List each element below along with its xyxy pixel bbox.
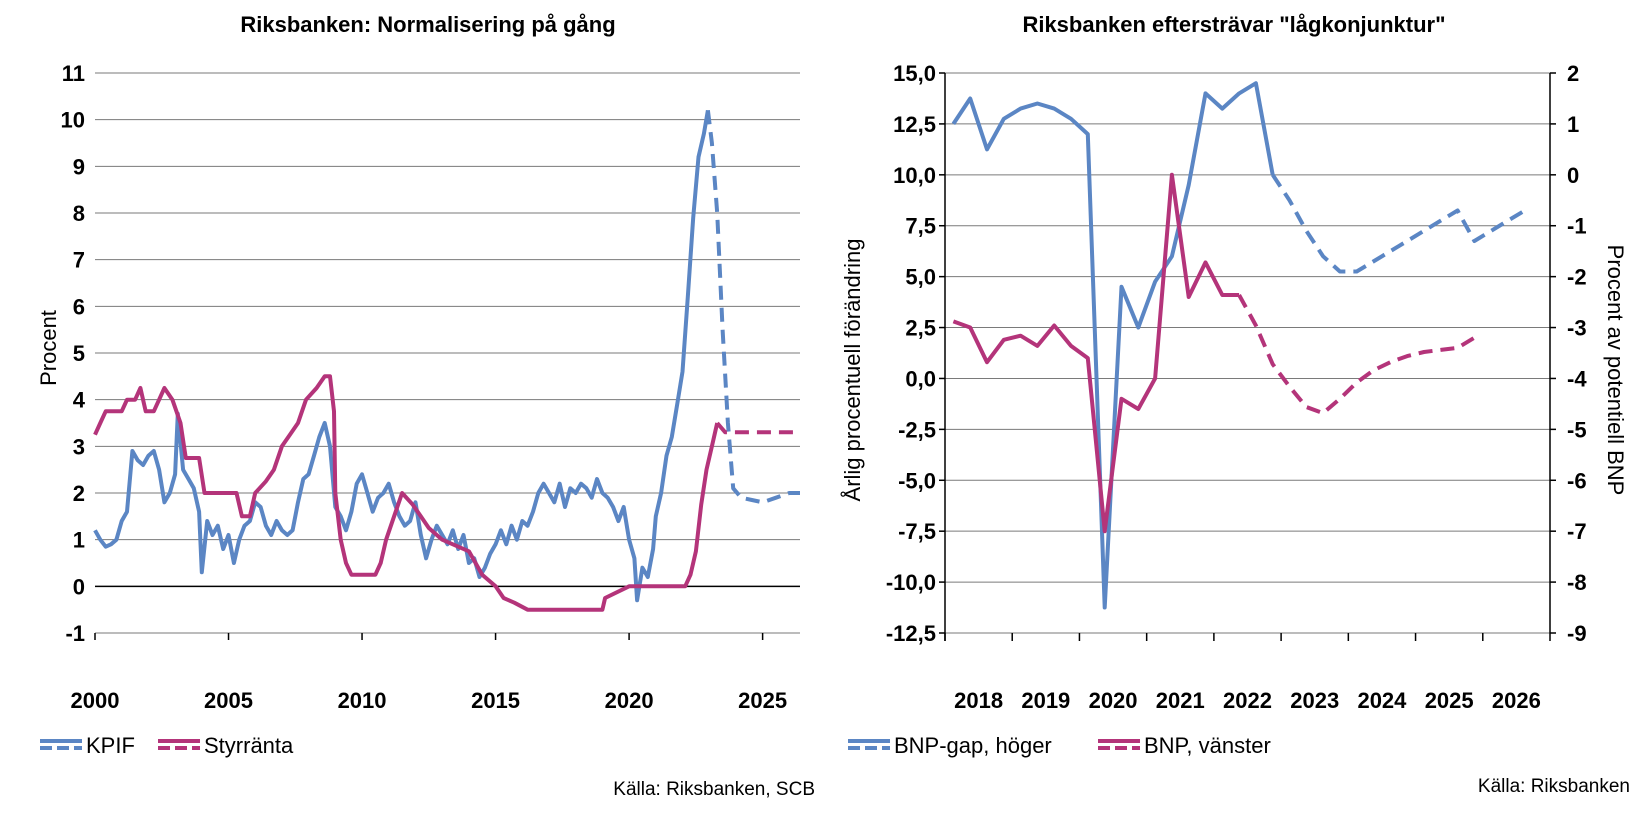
legend-rate-label: Styrränta [204, 733, 294, 758]
right-left-y-tick-label: 2,5 [905, 316, 936, 341]
right-left-y-tick-label: 10,0 [893, 163, 936, 188]
right-right-y-tick-label: -8 [1567, 570, 1587, 595]
left-series-line-kpif-dashed [705, 110, 800, 505]
right-right-y-tick-label: -4 [1567, 366, 1587, 391]
right-right-y-tick-label: -5 [1567, 417, 1587, 442]
right-chart: Riksbanken eftersträvar "lågkonjunktur" … [840, 12, 1630, 797]
right-source: Källa: Riksbanken [1478, 776, 1630, 797]
left-y-tick-label: 7 [73, 248, 85, 273]
left-series-line-styrranta-solid [93, 374, 720, 612]
legend-gap-label: BNP-gap, höger [894, 733, 1052, 758]
right-left-y-tick-label: -7,5 [898, 519, 936, 544]
right-x-tick-label: 2023 [1290, 688, 1339, 713]
left-y-tick-label: 4 [73, 388, 86, 413]
left-x-tick-label: 2005 [204, 688, 253, 713]
right-left-y-tick-label: -10,0 [886, 570, 936, 595]
right-x-tick-labels: 2018 2019 2020 2021 2022 2023 2024 2025 2026 [944, 633, 1541, 713]
left-legend: KPIF Styrränta [40, 733, 294, 758]
right-right-y-tick-label: -3 [1567, 316, 1587, 341]
right-x-tick-label: 2026 [1492, 688, 1541, 713]
left-source: Källa: Riksbanken, SCB [613, 779, 815, 800]
right-right-y-tick-label: 2 [1567, 61, 1579, 86]
left-x-tick-label: 2025 [738, 688, 787, 713]
left-y-tick-label: 5 [73, 341, 85, 366]
left-y-tick-label: 1 [73, 528, 85, 553]
right-left-y-tick-label: 7,5 [905, 214, 936, 239]
right-left-y-tick-label: 15,0 [893, 61, 936, 86]
left-y-tick-label: 9 [73, 154, 85, 179]
right-x-tick-label: 2025 [1425, 688, 1474, 713]
left-x-tick-label: 2020 [605, 688, 654, 713]
right-left-y-tick-label: -2,5 [898, 417, 936, 442]
left-x-tick-labels: 2000 2005 2010 2015 2020 2025 [71, 633, 787, 713]
left-y-tick-label: 8 [73, 201, 85, 226]
right-right-y-axis-label: Procent av potentiell BNP [1603, 245, 1628, 496]
right-chart-title: Riksbanken eftersträvar "lågkonjunktur" [1022, 12, 1445, 37]
right-x-tick-label: 2021 [1156, 688, 1205, 713]
left-y-tick-label: 2 [73, 481, 85, 506]
right-x-tick-label: 2020 [1089, 688, 1138, 713]
left-y-axis-label: Procent [36, 310, 61, 386]
left-chart-title: Riksbanken: Normalisering på gång [240, 12, 615, 37]
left-x-tick-label: 2010 [338, 688, 387, 713]
right-x-tick-label: 2024 [1357, 688, 1407, 713]
right-left-y-tick-label: -5,0 [898, 468, 936, 493]
right-series [951, 81, 1526, 610]
right-legend: BNP-gap, höger BNP, vänster [848, 733, 1271, 758]
left-y-tick-label: 6 [73, 294, 85, 319]
left-series-line-kpif-solid [93, 109, 710, 603]
left-gridlines [95, 72, 800, 634]
right-left-y-tick-label: 12,5 [893, 112, 936, 137]
right-x-tick-label: 2022 [1223, 688, 1272, 713]
left-y-tick-label: 11 [62, 61, 85, 86]
left-chart: Riksbanken: Normalisering på gång 111098… [36, 12, 815, 800]
right-right-y-tick-label: 0 [1567, 163, 1579, 188]
left-y-tick-label: -1 [65, 621, 85, 646]
right-series-line-bnp-gap-solid [951, 81, 1275, 610]
left-series [93, 109, 800, 612]
right-left-y-tick-label: 0,0 [905, 366, 936, 391]
legend-kpif-label: KPIF [86, 733, 135, 758]
right-left-y-tick-label: -12,5 [886, 621, 936, 646]
left-y-tick-label: 3 [73, 434, 85, 459]
left-x-tick-label: 2000 [71, 688, 120, 713]
right-right-y-tick-label: 1 [1567, 112, 1579, 137]
right-right-y-tick-label: -2 [1567, 265, 1587, 290]
left-y-tick-label: 0 [73, 574, 85, 599]
left-series-line-styrranta-dashed [715, 421, 800, 435]
right-series-line-bnp-solid [952, 172, 1240, 534]
right-right-y-tick-labels: 2 1 0 -1 -2 -3 -4 -5 -6 -7 -8 -9 [1550, 61, 1587, 646]
right-x-tick-label: 2019 [1021, 688, 1070, 713]
right-left-y-axis-label: Årlig procentuell förändring [840, 239, 865, 502]
right-gridlines [939, 72, 1551, 641]
right-right-y-tick-label: -1 [1567, 214, 1587, 239]
right-right-y-tick-label: -6 [1567, 468, 1587, 493]
right-left-y-tick-label: 5,0 [905, 265, 936, 290]
legend-gdp-label: BNP, vänster [1144, 733, 1271, 758]
right-x-tick-label: 2018 [954, 688, 1003, 713]
right-right-y-tick-label: -7 [1567, 519, 1587, 544]
right-series-line-bnp-dashed [1237, 294, 1476, 416]
left-y-tick-label: 10 [61, 108, 85, 133]
right-left-y-tick-labels: 15,0 12,5 10,0 7,5 5,0 2,5 0,0 -2,5 -5,0 -7,5 -10,… [886, 61, 936, 646]
right-right-y-tick-label: -9 [1567, 621, 1587, 646]
right-series-line-bnp-gap-dashed [1271, 173, 1526, 274]
left-x-tick-label: 2015 [471, 688, 520, 713]
